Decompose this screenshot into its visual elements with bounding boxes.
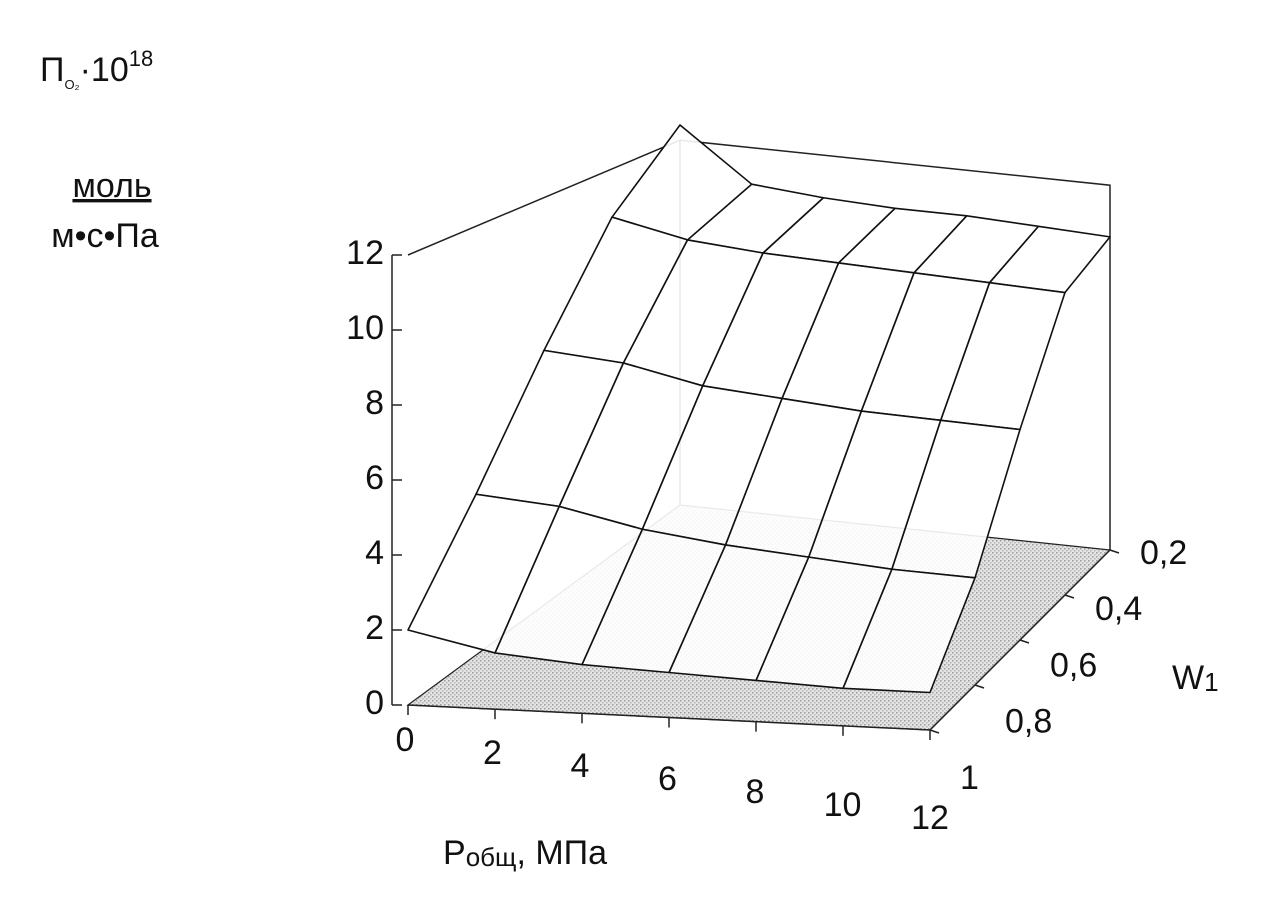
x-title-sub: общ: [466, 842, 517, 872]
side-edge: [929, 549, 1111, 731]
y-tick-label: 0,4: [1095, 590, 1142, 628]
surface-cell: [407, 493, 560, 654]
z-tick-label: 10: [346, 309, 384, 347]
z-tick-label: 6: [365, 459, 384, 497]
front-edge: [407, 704, 931, 731]
x-tick-label: 12: [911, 799, 949, 837]
z-axis-title: ПO₂·1018: [40, 46, 153, 93]
x-tick-label: 10: [824, 786, 862, 824]
z-title-sup: 18: [129, 46, 153, 71]
y-tick: [929, 729, 940, 734]
y-title-sub: 1: [1204, 667, 1218, 697]
z-tick-label: 2: [365, 609, 384, 647]
z-tick-label: 8: [365, 384, 384, 422]
x-tick-label: 4: [571, 747, 590, 785]
y-title-main: W: [1172, 659, 1204, 697]
x-tick-label: 2: [483, 734, 502, 772]
z-tick-label: 4: [365, 534, 384, 572]
z-unit-numerator: моль: [72, 167, 151, 205]
x-title-main: P: [443, 834, 466, 872]
x-axis-title: Pобщ, МПа: [443, 834, 607, 872]
z-title-sub: O₂: [64, 77, 79, 92]
y-axis-title: W1: [1172, 659, 1219, 697]
y-tick: [1109, 549, 1120, 554]
y-tick: [974, 684, 985, 689]
y-tick-label: 0,2: [1140, 534, 1187, 572]
x-title-unit: , МПа: [516, 834, 607, 872]
y-tick-label: 0,8: [1005, 703, 1052, 741]
z-title-main: П: [40, 51, 64, 89]
y-tick-label: 0,6: [1050, 646, 1097, 684]
z-tick-label: 12: [346, 234, 384, 272]
z-tick-label: 0: [365, 684, 384, 722]
x-tick-label: 0: [396, 721, 415, 759]
back-wall-edge: [407, 139, 1111, 550]
x-tick-label: 8: [746, 773, 765, 811]
x-tick-label: 6: [658, 760, 677, 798]
y-tick: [1064, 594, 1075, 599]
z-title-factor: ·10: [80, 51, 129, 89]
y-tick-label: 1: [960, 759, 979, 797]
z-unit-denominator: м•с•Па: [51, 217, 159, 255]
y-tick: [1019, 639, 1030, 644]
